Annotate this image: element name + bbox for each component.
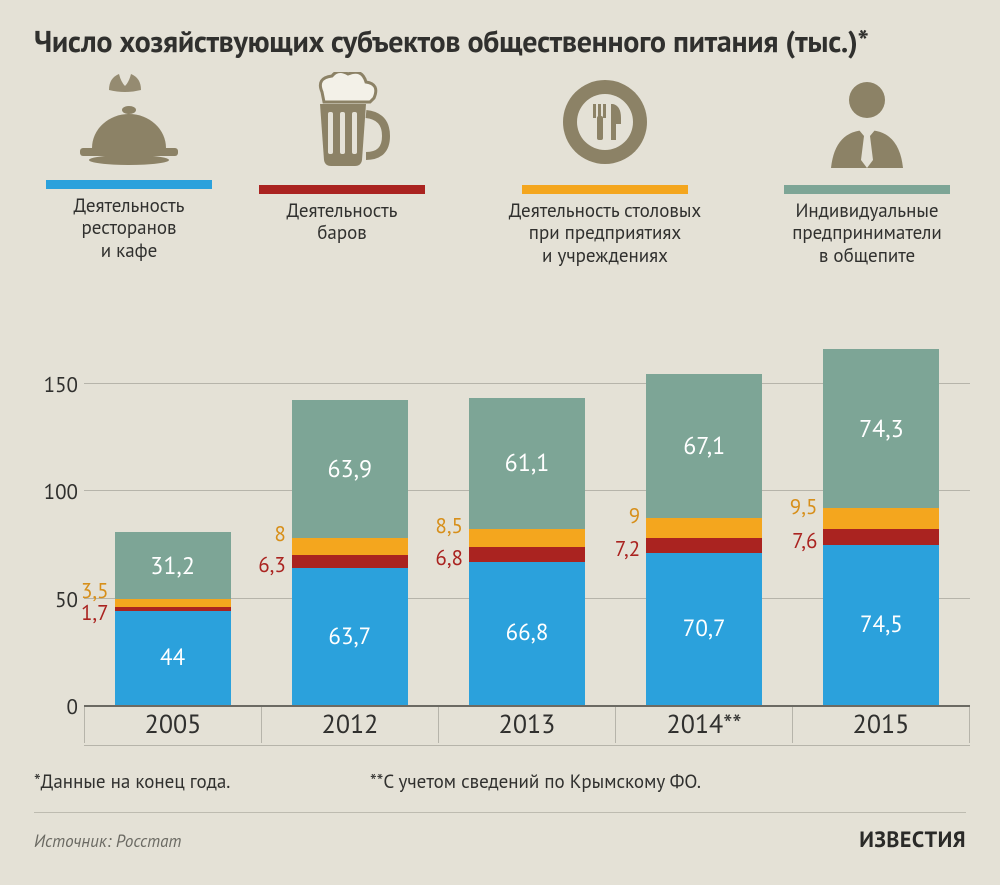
segment-canteens xyxy=(469,529,585,547)
legend-label: Деятельность ресторанов и кафе xyxy=(34,195,224,262)
legend-item-2: Деятельность столовых при предприятиях и… xyxy=(480,72,730,267)
value-bars: 6,8 xyxy=(435,547,463,568)
value-restaurants: 74,5 xyxy=(823,613,939,636)
legend: Деятельность ресторанов и кафе Деятельно… xyxy=(0,72,1000,302)
value-bars: 1,7 xyxy=(81,602,109,623)
value-entrepreneurs: 63,9 xyxy=(292,457,408,481)
chart: 44 31,2 1,73,5 63,7 63,9 6,3 8 66,8 61,1 6,8 8,5 70… xyxy=(0,340,1000,800)
year-label: 2014** xyxy=(616,707,793,743)
bar-2014** xyxy=(646,374,762,705)
legend-color-bar xyxy=(46,180,212,189)
value-entrepreneurs: 31,2 xyxy=(115,554,231,578)
legend-item-1: Деятельность баров xyxy=(252,72,432,245)
value-entrepreneurs: 74,3 xyxy=(823,417,939,441)
value-canteens: 3,5 xyxy=(81,580,109,601)
value-entrepreneurs: 67,1 xyxy=(646,434,762,458)
bar-2015 xyxy=(823,349,939,705)
segment-bars xyxy=(292,555,408,569)
y-tick-label: 0 xyxy=(34,693,78,720)
segment-canteens xyxy=(823,508,939,528)
x-axis-label-border xyxy=(84,745,970,746)
value-entrepreneurs: 61,1 xyxy=(469,451,585,475)
x-axis-labels: 2005201220132014**2015 xyxy=(84,707,970,743)
value-restaurants: 63,7 xyxy=(292,625,408,648)
y-tick-label: 150 xyxy=(34,371,78,398)
brand-logo: ИЗВЕСТИЯ xyxy=(859,826,966,854)
divider xyxy=(34,812,966,813)
segment-canteens xyxy=(646,518,762,537)
cloche-icon xyxy=(34,72,224,172)
footnote-1: *Данные на конец года. xyxy=(34,770,230,794)
segment-canteens xyxy=(292,538,408,555)
legend-item-0: Деятельность ресторанов и кафе xyxy=(34,72,224,262)
value-canteens: 8 xyxy=(274,523,285,544)
value-restaurants: 70,7 xyxy=(646,617,762,640)
y-tick-label: 50 xyxy=(34,586,78,613)
segment-bars xyxy=(823,529,939,545)
chart-title: Число хозяйствующих субъектов общественн… xyxy=(34,22,869,61)
year-label: 2015 xyxy=(793,707,970,743)
segment-canteens xyxy=(115,599,231,607)
segment-bars xyxy=(646,538,762,553)
value-bars: 6,3 xyxy=(258,554,286,575)
value-restaurants: 66,8 xyxy=(469,621,585,644)
legend-label: Деятельность столовых при предприятиях и… xyxy=(480,200,730,267)
legend-item-3: Индивидуальные предприниматели в общепит… xyxy=(762,72,972,267)
plate-icon xyxy=(480,72,730,177)
legend-color-bar xyxy=(522,185,688,194)
year-label: 2013 xyxy=(439,707,616,743)
person-icon xyxy=(762,72,972,177)
legend-color-bar xyxy=(784,185,950,194)
bar-2012 xyxy=(292,400,408,705)
value-bars: 7,2 xyxy=(615,538,640,559)
plot-area: 44 31,2 1,73,5 63,7 63,9 6,3 8 66,8 61,1 6,8 8,5 70… xyxy=(84,340,970,705)
bar-2013 xyxy=(469,398,585,705)
footnote-2: **С учетом сведений по Крымскому ФО. xyxy=(370,770,701,794)
segment-bars xyxy=(469,547,585,562)
year-label: 2012 xyxy=(262,707,439,743)
legend-label: Индивидуальные предприниматели в общепит… xyxy=(762,200,972,267)
value-bars: 7,6 xyxy=(792,530,817,551)
value-canteens: 8,5 xyxy=(435,515,463,536)
y-tick-label: 100 xyxy=(34,478,78,505)
source-text: Источник: Росстат xyxy=(34,830,181,852)
value-canteens: 9,5 xyxy=(790,496,818,517)
value-restaurants: 44 xyxy=(115,646,231,669)
beer-icon xyxy=(252,72,432,177)
legend-label: Деятельность баров xyxy=(252,200,432,245)
year-label: 2005 xyxy=(84,707,262,743)
legend-color-bar xyxy=(259,185,425,194)
value-canteens: 9 xyxy=(629,505,640,526)
